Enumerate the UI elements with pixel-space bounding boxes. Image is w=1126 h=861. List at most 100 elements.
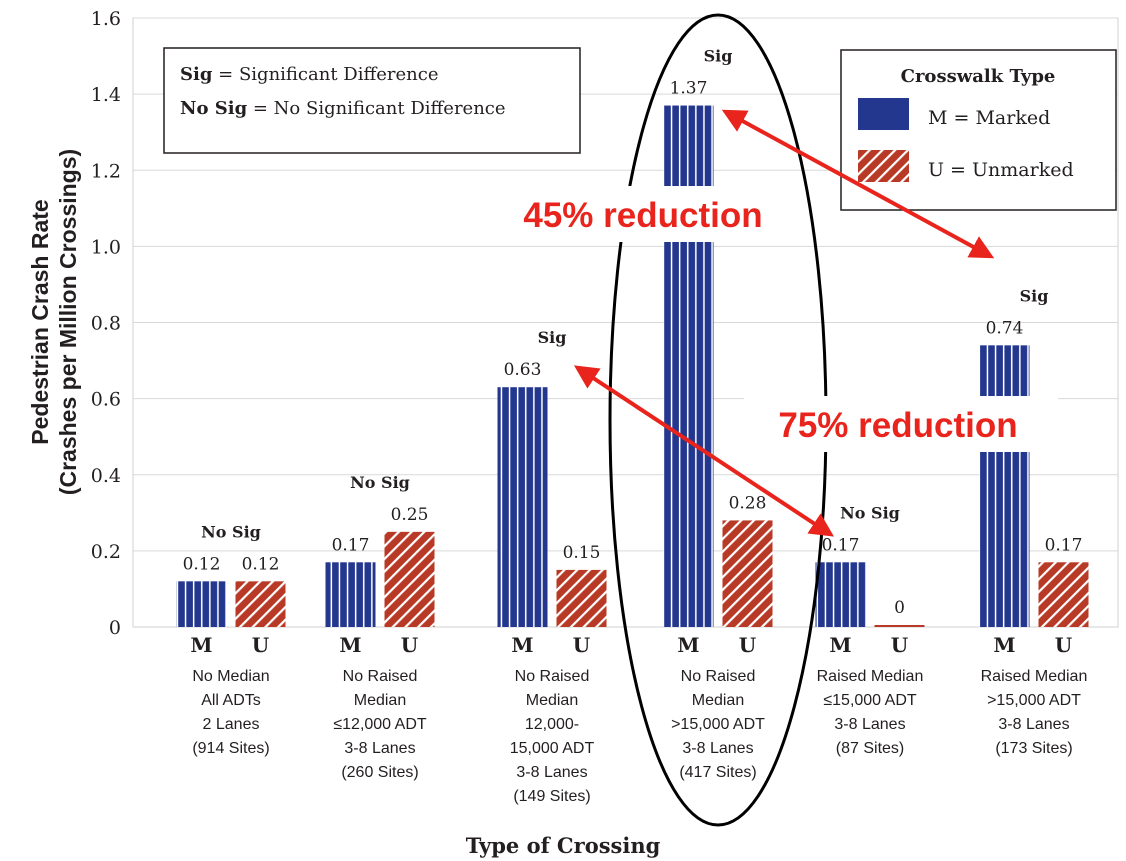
legend-label-unmarked: U = Unmarked (928, 159, 1074, 181)
x-category-line: 12,000- (525, 716, 579, 733)
x-category-line: 3-8 Lanes (682, 740, 753, 757)
legend-swatch-unmarked (858, 150, 909, 182)
bar-m-5 (979, 345, 1030, 627)
data-label: 0.12 (183, 554, 221, 574)
x-category-line: >15,000 ADT (671, 716, 765, 733)
x-series-key: M (677, 633, 699, 657)
nosig-key-definition: = No Significant Difference (247, 98, 505, 119)
x-category-line: No Median (192, 668, 269, 685)
bar-m-4 (815, 562, 866, 627)
bar-m-2 (497, 387, 548, 627)
data-label: 0.74 (986, 318, 1024, 338)
sig-key-line: Sig = Significant Difference (180, 64, 439, 85)
x-category-line: No Raised (343, 668, 418, 685)
x-category-line: Median (526, 692, 578, 709)
x-category-line: ≤15,000 ADT (823, 692, 917, 709)
x-category-line: (417 Sites) (679, 764, 756, 781)
y-tick-label: 0.8 (91, 313, 121, 335)
bar-u-4 (874, 625, 925, 627)
y-axis-title-line1: Pedestrian Crash Rate (27, 199, 53, 444)
bar-u-5 (1038, 562, 1089, 627)
x-series-key: M (993, 633, 1015, 657)
y-tick-label: 1.2 (91, 160, 121, 182)
x-category-line: (260 Sites) (341, 764, 418, 781)
annotation-75: 75% reduction (744, 396, 1058, 452)
sig-label: No Sig (201, 522, 261, 541)
annotation-75-text: 75% reduction (778, 406, 1017, 445)
y-tick-label: 0.2 (91, 541, 121, 563)
x-series-key: M (829, 633, 851, 657)
legend-label-marked: M = Marked (928, 107, 1050, 129)
x-category-line: Raised Median (981, 668, 1088, 685)
x-series-key: M (190, 633, 212, 657)
data-label: 0.15 (563, 543, 601, 563)
y-axis-ticks: 0 0.2 0.4 0.6 0.8 1.0 1.2 1.4 1.6 (91, 8, 121, 639)
sig-label: Sig (538, 328, 567, 347)
data-label: 0.17 (822, 535, 860, 555)
x-category-line: 3-8 Lanes (998, 716, 1069, 733)
y-tick-label: 1.6 (91, 8, 121, 30)
x-series-key: U (573, 633, 590, 657)
x-category-line: >15,000 ADT (987, 692, 1081, 709)
arrow-75-reduction (573, 365, 835, 537)
x-category-line: No Raised (515, 668, 590, 685)
data-label: 0.63 (504, 360, 542, 380)
nosig-key-line: No Sig = No Significant Difference (180, 98, 506, 119)
data-label: 0.25 (391, 505, 429, 525)
x-category-line: Median (354, 692, 406, 709)
sig-key-definition: = Significant Difference (212, 64, 438, 85)
x-category-line: 3-8 Lanes (834, 716, 905, 733)
legend-title: Crosswalk Type (901, 66, 1056, 87)
y-tick-label: 0 (109, 617, 121, 639)
x-category-line: (173 Sites) (995, 740, 1072, 757)
annotation-45-box (470, 186, 804, 242)
bar-u-3 (722, 520, 773, 627)
x-series-key: M (339, 633, 361, 657)
legend-swatch-marked (858, 98, 909, 130)
significance-key: Sig = Significant Difference No Sig = No… (163, 47, 581, 154)
x-series-key: U (1055, 633, 1072, 657)
x-axis-title: Type of Crossing (466, 833, 661, 858)
sig-label: Sig (1020, 286, 1049, 305)
annotation-45: 45% reduction (470, 186, 804, 242)
annotation-75-box (744, 396, 1058, 452)
data-label: 0 (894, 598, 905, 618)
sig-label: Sig (704, 47, 733, 66)
significance-key-box (163, 47, 581, 154)
bar-u-1 (384, 531, 435, 627)
x-series-key: M (511, 633, 533, 657)
bar-u-2 (556, 569, 607, 627)
y-tick-label: 0.6 (91, 389, 121, 411)
bar-u-0 (235, 581, 286, 627)
sig-label: No Sig (840, 503, 900, 522)
nosig-key-term: No Sig (180, 98, 248, 119)
data-labels: 0.12 0.12 No Sig 0.17 0.25 No Sig 0.63 0.15 Sig 1… (183, 47, 1083, 618)
x-category-line: (149 Sites) (513, 788, 590, 805)
annotation-45-text: 45% reduction (523, 196, 762, 235)
data-label: 0.17 (1045, 535, 1083, 555)
x-category-line: (914 Sites) (192, 740, 269, 757)
x-series-key: U (401, 633, 418, 657)
x-series-key: U (252, 633, 269, 657)
data-label: 0.28 (729, 493, 767, 513)
x-category-line: (87 Sites) (836, 740, 904, 757)
x-category-line: 2 Lanes (203, 716, 260, 733)
arrow-45-reduction (721, 109, 995, 259)
x-category-line: 3-8 Lanes (516, 764, 587, 781)
sig-key-term: Sig (180, 64, 213, 85)
x-category-line: ≤12,000 ADT (333, 716, 427, 733)
y-tick-label: 1.0 (91, 236, 121, 258)
x-category-line: Raised Median (817, 668, 924, 685)
x-category-line: All ADTs (201, 692, 261, 709)
data-label: 1.37 (670, 79, 708, 99)
y-tick-label: 1.4 (91, 84, 121, 106)
x-category-line: No Raised (681, 668, 756, 685)
bar-m-1 (325, 562, 376, 627)
x-category-line: Median (692, 692, 744, 709)
data-label: 0.17 (332, 535, 370, 555)
x-series-key: U (891, 633, 908, 657)
x-category-line: 3-8 Lanes (344, 740, 415, 757)
